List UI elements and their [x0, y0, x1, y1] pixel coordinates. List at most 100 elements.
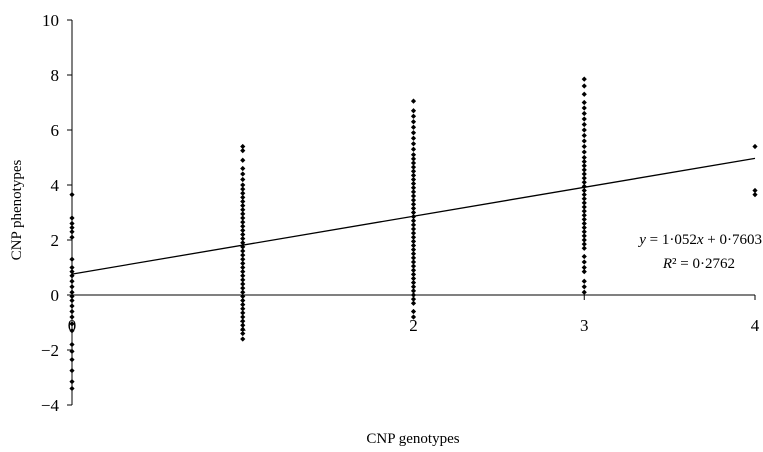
data-point	[240, 330, 246, 337]
data-point	[410, 124, 417, 130]
data-point	[410, 300, 417, 306]
y-tick-label: 10	[42, 11, 59, 30]
data-point	[581, 241, 587, 247]
data-point	[69, 379, 75, 385]
data-point	[410, 230, 417, 236]
data-point	[240, 248, 246, 254]
data-point	[240, 318, 246, 324]
data-point	[581, 225, 587, 231]
trendline	[71, 157, 756, 275]
eq-slope: = 1·052	[646, 232, 697, 248]
y-tick-label: 4	[51, 176, 60, 195]
eq-intercept: + 0·7603	[704, 232, 762, 248]
data-point	[410, 135, 417, 141]
data-point	[581, 233, 587, 239]
data-point	[581, 212, 587, 218]
data-point	[240, 182, 246, 188]
data-point	[240, 264, 246, 271]
data-point	[581, 187, 587, 194]
data-point	[581, 83, 587, 89]
data-point	[240, 306, 246, 312]
y-tick-label: −2	[41, 341, 59, 360]
data-point	[410, 280, 417, 286]
data-point	[581, 204, 587, 210]
data-point	[410, 193, 417, 199]
data-point	[410, 172, 417, 178]
data-point	[581, 192, 587, 198]
data-point	[69, 289, 75, 295]
data-point	[240, 148, 246, 154]
data-point	[240, 165, 246, 172]
data-point	[410, 226, 417, 232]
data-point	[69, 264, 75, 271]
data-point	[240, 223, 246, 229]
data-point	[240, 326, 246, 332]
data-point	[69, 321, 75, 327]
data-point	[581, 143, 587, 150]
r-squared-label: R² = 0·2762	[662, 256, 735, 272]
data-point	[410, 152, 417, 158]
data-point	[581, 259, 587, 265]
y-tick-label: 6	[51, 121, 60, 140]
data-point	[581, 149, 587, 155]
data-point	[410, 218, 417, 224]
data-point	[581, 284, 587, 290]
data-point	[240, 277, 246, 283]
data-point	[581, 196, 587, 202]
data-point	[410, 242, 417, 249]
r2-value: ² = 0·2762	[672, 256, 735, 272]
data-point	[240, 227, 246, 233]
data-point	[410, 119, 417, 125]
data-point	[240, 314, 246, 320]
data-point	[240, 322, 246, 328]
data-point	[581, 237, 587, 243]
data-point	[240, 289, 246, 295]
data-point	[240, 302, 246, 308]
data-point	[240, 240, 246, 246]
data-point	[752, 143, 758, 150]
y-tick-label: 2	[51, 231, 60, 250]
data-point	[240, 198, 246, 205]
data-point	[581, 278, 587, 284]
data-point	[581, 208, 587, 214]
data-point	[410, 209, 417, 216]
data-point	[410, 205, 417, 211]
data-point	[410, 284, 417, 290]
data-point	[410, 255, 417, 261]
data-point	[69, 385, 75, 392]
data-point	[69, 234, 75, 240]
data-point	[410, 113, 417, 119]
x-tick-label: 2	[409, 316, 418, 335]
data-point	[410, 185, 417, 191]
data-point	[240, 256, 246, 262]
data-point	[69, 229, 75, 235]
data-point	[581, 175, 587, 181]
data-point	[581, 171, 587, 177]
data-point	[69, 278, 75, 284]
data-point	[240, 273, 246, 279]
data-point	[581, 91, 587, 97]
data-point	[581, 76, 587, 82]
data-point	[581, 105, 587, 111]
data-point	[240, 186, 246, 192]
data-point	[69, 328, 75, 334]
data-point	[581, 253, 587, 260]
data-point	[69, 368, 75, 374]
data-point	[240, 143, 246, 150]
data-point	[581, 179, 587, 185]
data-point	[410, 296, 417, 302]
data-point	[240, 285, 246, 291]
data-point	[69, 293, 75, 299]
data-point	[581, 159, 587, 165]
x-tick-label: 3	[580, 316, 589, 335]
data-point	[410, 238, 417, 244]
data-point	[581, 138, 587, 144]
x-axis-title: CNP genotypes	[366, 431, 459, 447]
data-point	[410, 98, 417, 104]
x-tick-label: 4	[751, 316, 760, 335]
data-point	[410, 197, 417, 203]
data-point	[581, 220, 587, 227]
data-point	[240, 236, 246, 242]
data-point	[410, 259, 417, 265]
data-point	[240, 260, 246, 266]
